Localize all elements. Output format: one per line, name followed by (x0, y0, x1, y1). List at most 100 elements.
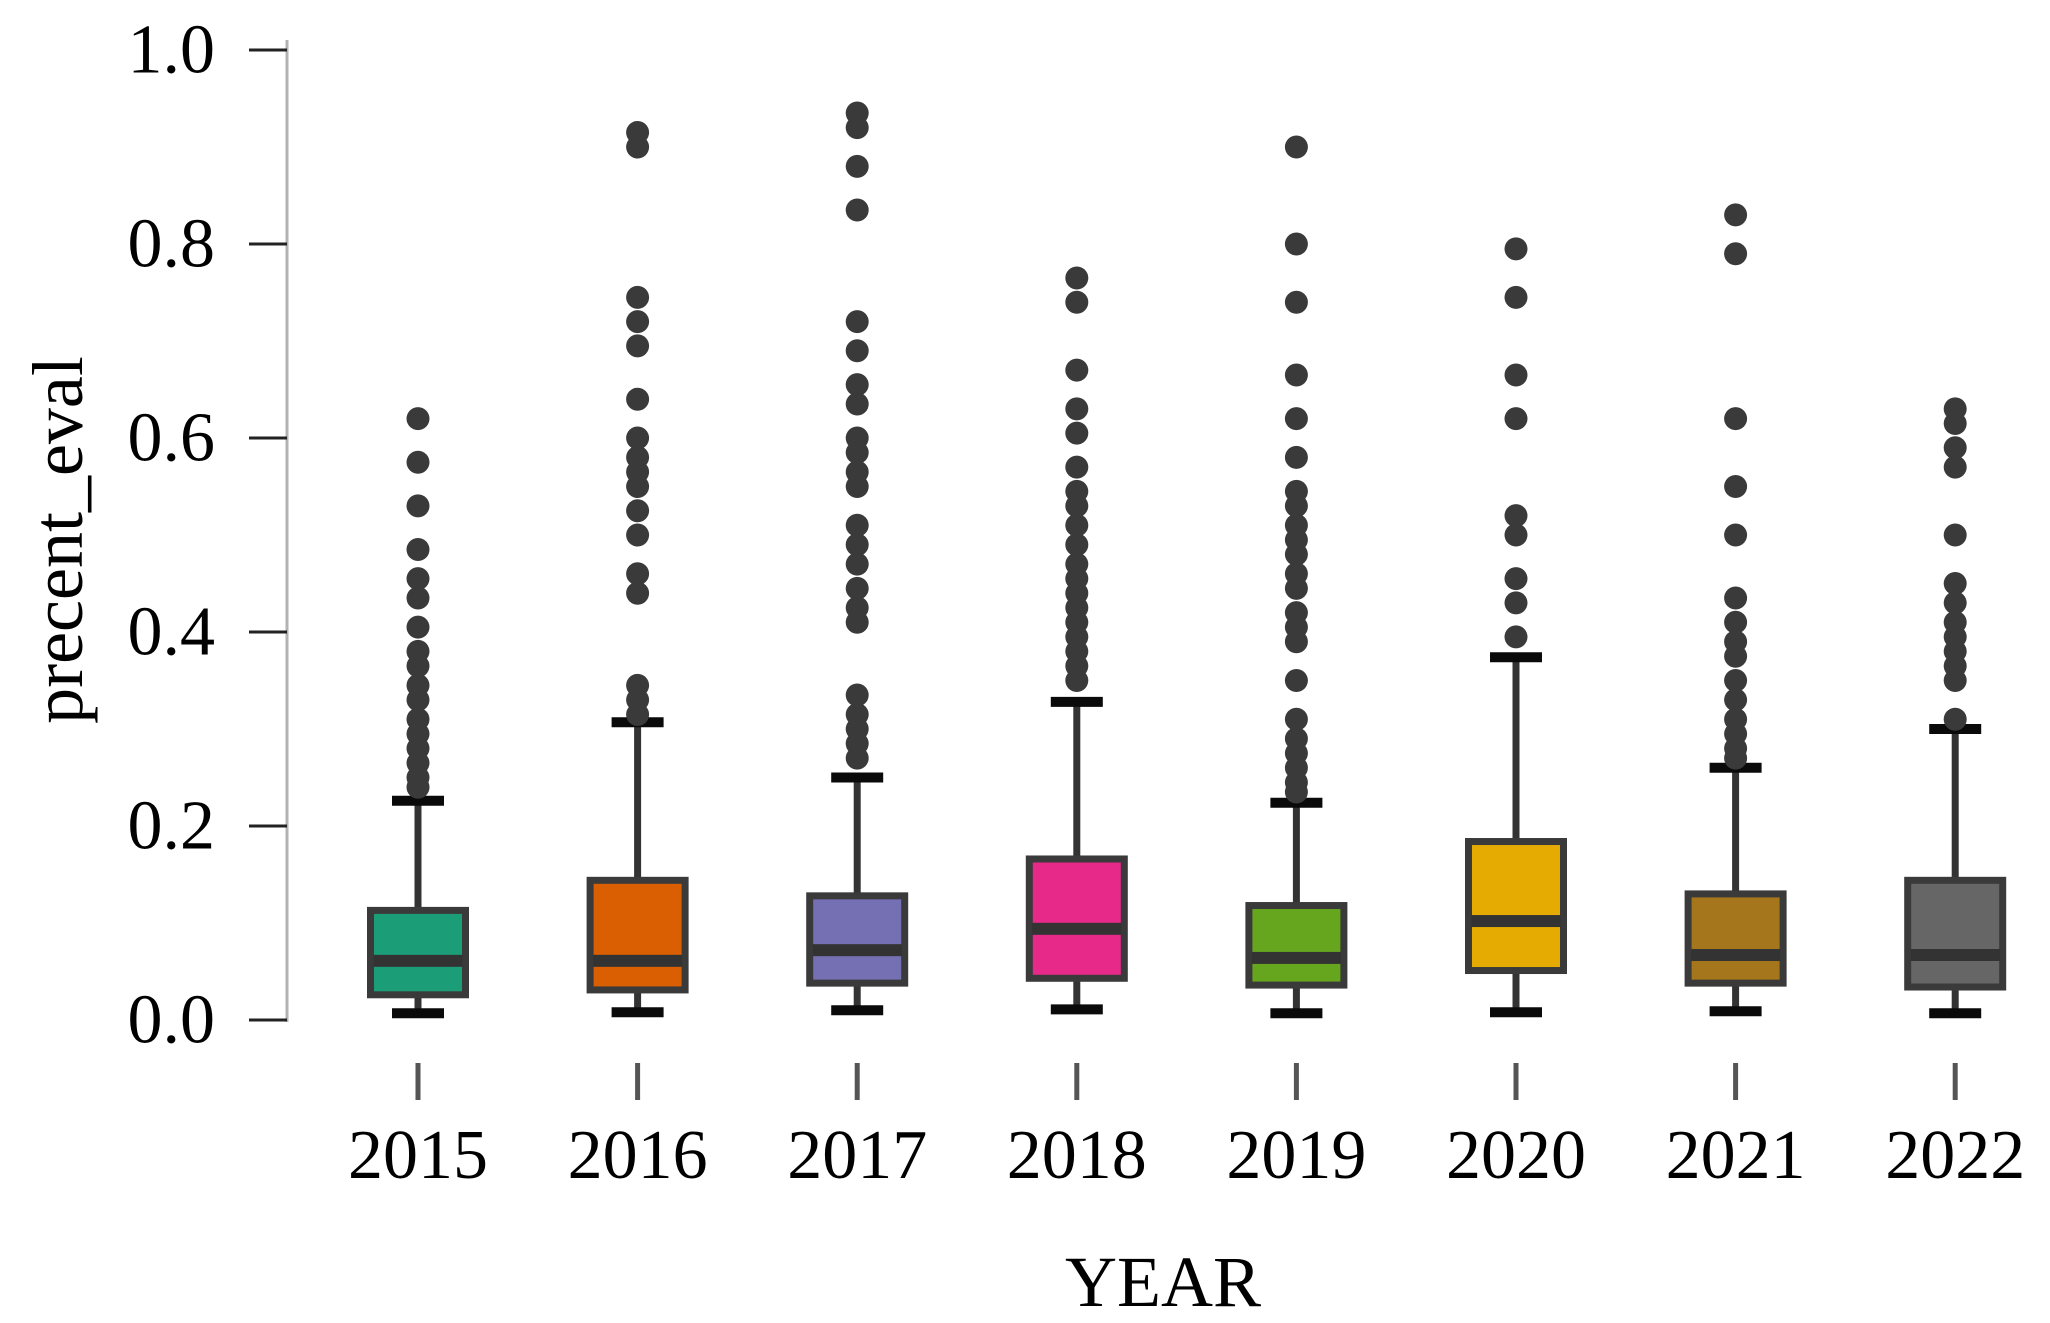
x-tick-label: 2022 (1885, 1117, 2025, 1194)
x-tick-label: 2018 (1007, 1117, 1147, 1194)
outlier-dot (626, 475, 650, 498)
outlier-dot (845, 683, 869, 707)
outlier-dot (1724, 242, 1748, 266)
outlier-dot (1943, 707, 1967, 731)
outlier-dot (1724, 669, 1748, 692)
outlier-dot (406, 567, 430, 591)
outlier-dot (1284, 542, 1308, 566)
outlier-dot (1504, 567, 1528, 591)
outlier-dot (1284, 707, 1308, 731)
outlier-dot (1284, 445, 1308, 469)
median-line (1471, 915, 1561, 928)
outlier-dot (845, 441, 869, 465)
outlier-dot (845, 198, 869, 222)
outlier-dot (1504, 504, 1528, 528)
outlier-dot (1943, 591, 1967, 615)
outlier-dot (1284, 494, 1308, 518)
median-line (373, 954, 463, 967)
box-2018 (1025, 855, 1128, 982)
outlier-dot (406, 688, 430, 712)
x-tick-label: 2016 (568, 1117, 708, 1194)
outlier-dot (1284, 290, 1308, 314)
outlier-dot (1284, 576, 1308, 600)
outlier-dot (626, 285, 650, 309)
outlier-dot (845, 116, 869, 140)
outlier-dot (1065, 494, 1089, 518)
outlier-dot (1284, 630, 1308, 654)
outlier-dot (1943, 436, 1967, 460)
outlier-dot (845, 610, 869, 634)
outlier-dot (1284, 669, 1308, 692)
outlier-dot (406, 586, 430, 610)
outlier-dot (626, 499, 650, 523)
outlier-dot (1065, 397, 1089, 421)
y-tick-label: 0.4 (128, 594, 216, 671)
outlier-dot (406, 407, 430, 431)
y-axis-title: precent_eval (18, 356, 98, 724)
outlier-dot (845, 310, 869, 334)
outlier-dot (626, 387, 650, 411)
outlier-dot (845, 552, 869, 576)
box-2022 (1904, 876, 2007, 991)
outlier-dot (406, 775, 430, 799)
outlier-dot (1724, 586, 1748, 610)
box-2021 (1684, 890, 1787, 987)
box-2017 (806, 892, 909, 987)
outlier-dot (1284, 780, 1308, 804)
outlier-dot (626, 702, 650, 726)
outlier-dot (845, 392, 869, 416)
outlier-dot (1504, 237, 1528, 261)
outlier-dot (1724, 407, 1748, 431)
outlier-dot (1943, 455, 1967, 479)
median-line (1032, 922, 1122, 935)
outlier-dot (1504, 625, 1528, 649)
outlier-dot (1284, 407, 1308, 431)
outlier-dot (1504, 285, 1528, 309)
outlier-dot (626, 334, 650, 358)
outlier-dot (1065, 266, 1089, 290)
outlier-dot (626, 426, 650, 450)
x-axis-title: YEAR (1065, 1242, 1261, 1322)
outlier-dot (406, 654, 430, 678)
box-2019 (1245, 902, 1348, 989)
outlier-dot (626, 562, 650, 586)
median-line (593, 954, 683, 967)
box-2015 (367, 906, 469, 999)
outlier-dot (1065, 290, 1089, 314)
outlier-dot (1065, 421, 1089, 445)
outlier-dot (626, 135, 650, 159)
outlier-dot (1943, 523, 1967, 547)
outlier-dot (406, 494, 430, 518)
outlier-dot (1284, 363, 1308, 387)
outlier-dot (845, 373, 869, 397)
outlier-dot (1724, 475, 1748, 498)
outlier-dot (845, 513, 869, 537)
x-tick-label: 2020 (1446, 1117, 1586, 1194)
outlier-dot (406, 450, 430, 474)
x-tick-label: 2021 (1666, 1117, 1806, 1194)
x-tick-label: 2017 (787, 1117, 927, 1194)
outlier-dot (1724, 688, 1748, 712)
outlier-dot (1724, 203, 1748, 227)
x-tick-label: 2019 (1226, 1117, 1366, 1194)
outlier-dot (406, 615, 430, 639)
x-tick-label: 2015 (348, 1117, 488, 1194)
outlier-dot (1065, 669, 1089, 692)
outlier-dot (406, 538, 430, 562)
outlier-dot (1065, 358, 1089, 382)
outlier-dot (845, 533, 869, 557)
y-tick-label: 0.0 (128, 982, 216, 1059)
outlier-dot (1943, 572, 1967, 595)
outlier-dot (1065, 513, 1089, 537)
y-tick-label: 0.2 (128, 788, 216, 865)
outlier-dot (626, 523, 650, 547)
outlier-dot (1504, 363, 1528, 387)
outlier-dot (1065, 455, 1089, 479)
box-2020 (1465, 838, 1567, 975)
outlier-dot (1943, 669, 1967, 692)
outlier-dot (1724, 746, 1748, 770)
outlier-dot (845, 576, 869, 600)
outlier-dot (1065, 533, 1089, 557)
